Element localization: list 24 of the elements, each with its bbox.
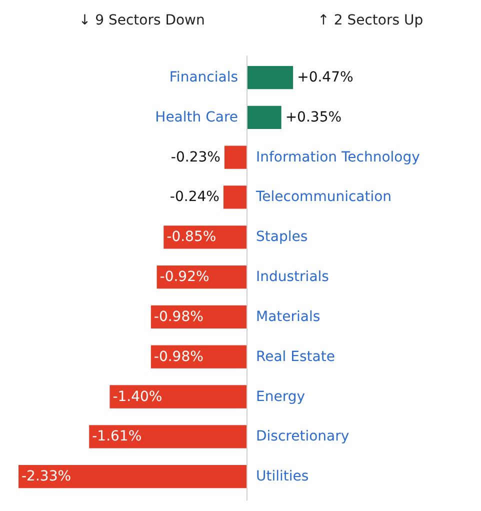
y-tick-label: Health Care: [155, 109, 238, 126]
y-tick-label: Telecommunication: [255, 189, 392, 206]
data-label: -0.23%: [170, 149, 220, 166]
y-tick-label: Industrials: [256, 269, 329, 286]
data-label: +0.47%: [297, 70, 354, 86]
data-label: -2.33%: [22, 468, 72, 485]
data-label: +0.35%: [285, 109, 342, 126]
text: ↓ 9 Sectors Down: [78, 12, 205, 28]
data-label: -0.85%: [166, 229, 216, 246]
data-label: -0.98%: [154, 348, 204, 365]
y-tick-label: Financials: [169, 70, 238, 86]
y-tick-label: Staples: [256, 229, 308, 246]
data-label: -0.98%: [154, 308, 204, 325]
y-tick-label: Information Technology: [256, 149, 420, 166]
y-tick-label: Materials: [256, 308, 320, 325]
text: ↑ 2 Sectors Up: [318, 12, 424, 28]
data-label: -1.40%: [112, 388, 162, 405]
data-label: -0.24%: [170, 189, 220, 206]
data-label: -1.61%: [92, 428, 142, 445]
y-tick-label: Energy: [256, 388, 306, 405]
data-label: -0.92%: [160, 269, 210, 286]
y-tick-label: Discretionary: [256, 428, 350, 445]
y-tick-label: Real Estate: [256, 348, 335, 365]
y-tick-label: Utilities: [256, 468, 309, 485]
